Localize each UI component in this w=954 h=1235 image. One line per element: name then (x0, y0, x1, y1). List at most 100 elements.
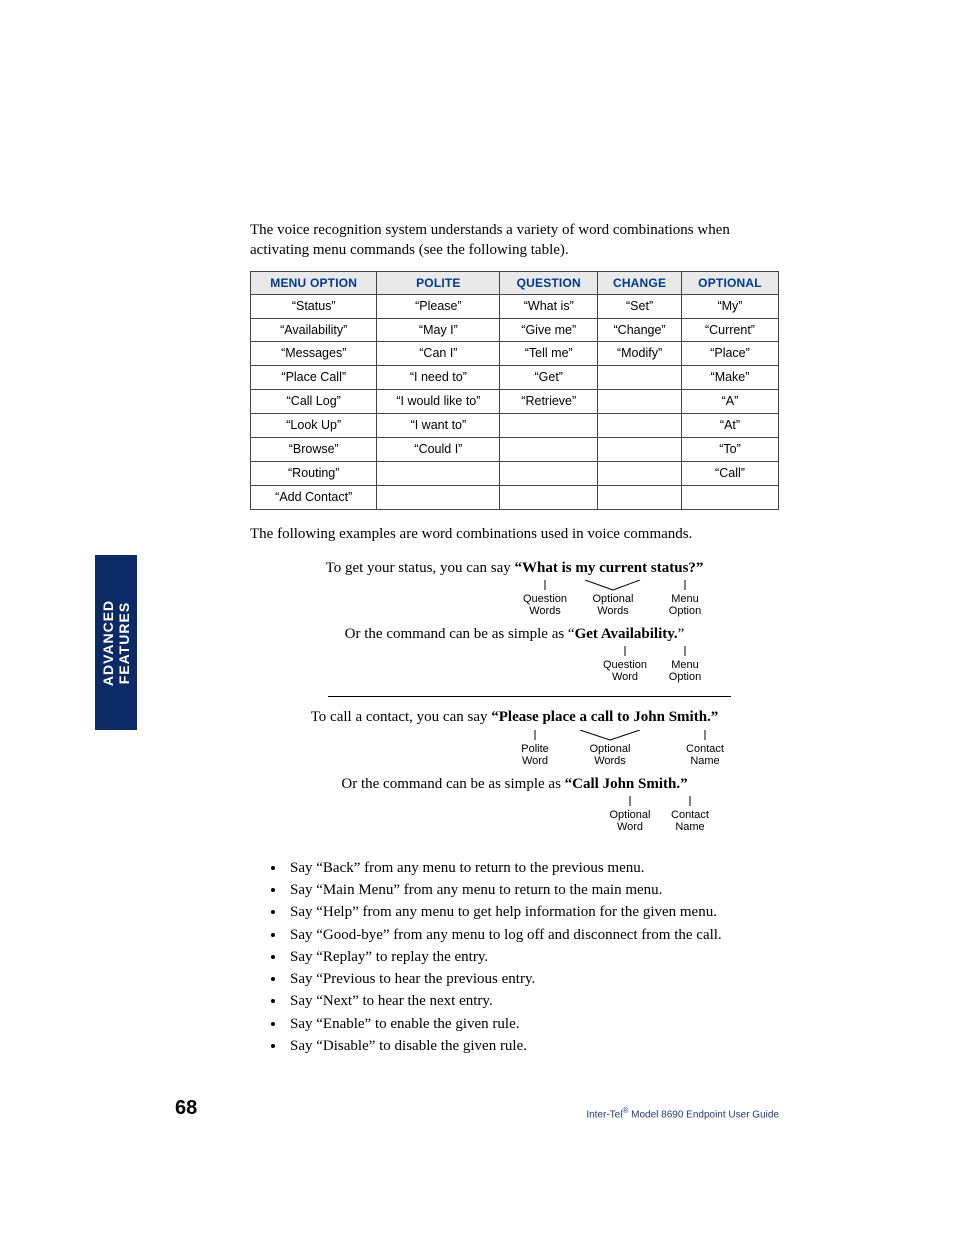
example-1-command: “What is my current status?” (515, 560, 704, 576)
svg-text:Words: Words (594, 755, 626, 767)
example-2-line: Or the command can be as simple as “Get … (268, 624, 761, 644)
example-3-prefix: To call a contact, you can say (311, 709, 492, 725)
table-cell (681, 485, 778, 509)
examples-intro: The following examples are word combinat… (250, 524, 779, 544)
svg-text:Question: Question (522, 593, 566, 605)
table-cell: “I need to” (377, 366, 500, 390)
table-cell (500, 414, 598, 438)
th-change: CHANGE (598, 271, 682, 294)
page-footer: 68 Inter-Tel® Model 8690 Endpoint User G… (0, 1095, 954, 1122)
table-row: “Browse”“Could I” “To” (251, 437, 779, 461)
table-cell: “Can I” (377, 342, 500, 366)
section-tab: ADVANCED FEATURES (95, 555, 137, 730)
table-cell: “Set” (598, 294, 682, 318)
table-cell: “A” (681, 390, 778, 414)
table-cell: “Add Contact” (251, 485, 377, 509)
table-cell: “Call Log” (251, 390, 377, 414)
table-cell (598, 485, 682, 509)
svg-text:Name: Name (690, 755, 719, 767)
list-item: Say “Next” to hear the next entry. (286, 991, 779, 1011)
svg-text:Word: Word (521, 755, 547, 767)
table-cell: “Call” (681, 461, 778, 485)
th-polite: POLITE (377, 271, 500, 294)
table-cell (377, 485, 500, 509)
svg-text:Name: Name (675, 821, 704, 833)
svg-text:Optional: Optional (589, 743, 630, 755)
th-optional: OPTIONAL (681, 271, 778, 294)
example-2-command: Get Availability. (575, 626, 678, 642)
table-cell: “Give me” (500, 318, 598, 342)
table-row: “Routing” “Call” (251, 461, 779, 485)
say-bullet-list: Say “Back” from any menu to return to th… (250, 858, 779, 1056)
example-4-prefix: Or the command can be as simple as (341, 776, 564, 792)
table-cell: “To” (681, 437, 778, 461)
table-cell: “Retrieve” (500, 390, 598, 414)
svg-text:Option: Option (668, 671, 700, 683)
list-item: Say “Previous to hear the previous entry… (286, 969, 779, 989)
table-cell (598, 437, 682, 461)
footer-guide-title: Inter-Tel® Model 8690 Endpoint User Guid… (586, 1106, 779, 1122)
example-3-annotation: Polite Word Optional Words Contact Name (285, 730, 745, 770)
table-row: “Add Contact” (251, 485, 779, 509)
table-cell: “Current” (681, 318, 778, 342)
table-cell: “Place Call” (251, 366, 377, 390)
example-3-command: “Please place a call to John Smith.” (491, 709, 718, 725)
example-4-command: “Call John Smith.” (565, 776, 688, 792)
table-cell: “Please” (377, 294, 500, 318)
table-row: “Status”“Please”“What is”“Set”“My” (251, 294, 779, 318)
svg-text:Word: Word (611, 671, 637, 683)
table-cell: “I want to” (377, 414, 500, 438)
footer-brand: Inter-Tel (586, 1110, 622, 1121)
list-item: Say “Disable” to disable the given rule. (286, 1036, 779, 1056)
example-3-line: To call a contact, you can say “Please p… (268, 707, 761, 727)
list-item: Say “Help” from any menu to get help inf… (286, 902, 779, 922)
table-cell (598, 366, 682, 390)
table-cell (598, 390, 682, 414)
section-tab-line2: FEATURES (116, 601, 132, 683)
table-cell: “Routing” (251, 461, 377, 485)
table-cell (500, 461, 598, 485)
example-1-annotation: Question Words Optional Words Menu Optio… (285, 580, 745, 620)
svg-text:Menu: Menu (671, 593, 699, 605)
intro-paragraph: The voice recognition system understands… (250, 220, 779, 261)
table-cell: “May I” (377, 318, 500, 342)
svg-text:Menu: Menu (671, 659, 699, 671)
table-row: “Messages”“Can I”“Tell me”“Modify”“Place… (251, 342, 779, 366)
list-item: Say “Replay” to replay the entry. (286, 947, 779, 967)
svg-text:Optional: Optional (592, 593, 633, 605)
example-1-prefix: To get your status, you can say (326, 560, 515, 576)
svg-text:Contact: Contact (671, 809, 709, 821)
svg-text:Optional: Optional (609, 809, 650, 821)
table-cell (598, 461, 682, 485)
svg-text:Option: Option (668, 605, 700, 617)
table-cell (500, 485, 598, 509)
svg-text:Words: Words (597, 605, 629, 617)
table-cell: “Place” (681, 342, 778, 366)
section-tab-line1: ADVANCED (100, 599, 116, 685)
list-item: Say “Good-bye” from any menu to log off … (286, 925, 779, 945)
table-cell: “Availability” (251, 318, 377, 342)
example-4-line: Or the command can be as simple as “Call… (268, 774, 761, 794)
table-cell (598, 414, 682, 438)
page-number: 68 (175, 1095, 197, 1122)
word-combinations-table: MENU OPTION POLITE QUESTION CHANGE OPTIO… (250, 271, 779, 510)
list-item: Say “Back” from any menu to return to th… (286, 858, 779, 878)
svg-text:Word: Word (616, 821, 642, 833)
table-cell: “Browse” (251, 437, 377, 461)
example-4-annotation: Optional Word Contact Name (285, 796, 745, 836)
table-cell: “What is” (500, 294, 598, 318)
example-2-prefix: Or the command can be as simple as “ (345, 626, 575, 642)
list-item: Say “Main Menu” from any menu to return … (286, 880, 779, 900)
table-cell (377, 461, 500, 485)
table-cell: “Get” (500, 366, 598, 390)
table-cell: “Could I” (377, 437, 500, 461)
table-cell: “Change” (598, 318, 682, 342)
svg-text:Question: Question (602, 659, 646, 671)
list-item: Say “Enable” to enable the given rule. (286, 1014, 779, 1034)
th-question: QUESTION (500, 271, 598, 294)
examples-region: To get your status, you can say “What is… (250, 550, 779, 850)
footer-brand-tail: Model 8690 Endpoint User Guide (628, 1110, 779, 1121)
svg-text:Contact: Contact (686, 743, 724, 755)
table-cell: “At” (681, 414, 778, 438)
table-row: “Call Log”“I would like to”“Retrieve”“A” (251, 390, 779, 414)
